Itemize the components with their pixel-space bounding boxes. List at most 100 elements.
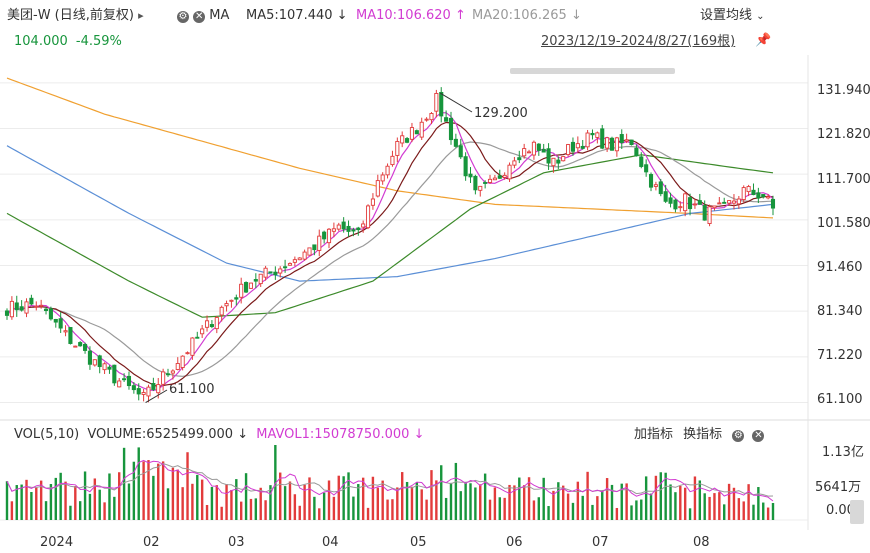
volume-bar <box>352 496 355 520</box>
gear-icon[interactable]: ⚙ <box>732 430 745 442</box>
volume-bar <box>405 481 409 520</box>
candle-body <box>34 305 39 308</box>
candle-body <box>556 159 561 164</box>
price-tick-1: 121.820 <box>817 127 870 142</box>
volume-bar <box>303 484 306 520</box>
candle-body <box>483 182 488 184</box>
volume-bar <box>64 481 67 520</box>
ma5-line <box>6 112 774 392</box>
candle-body <box>283 266 288 269</box>
volume-bar <box>630 505 633 520</box>
candle-body <box>717 202 722 205</box>
volume-bar <box>747 484 750 520</box>
pin-icon[interactable]: 📌 <box>755 33 772 48</box>
candle-body <box>673 199 678 210</box>
volume-bar <box>742 501 745 520</box>
candle-body <box>658 181 663 195</box>
price-tick-3: 101.580 <box>817 216 870 231</box>
candle-body <box>756 192 761 199</box>
volume-bar <box>547 506 550 520</box>
x-label-2024: 2024 <box>40 535 74 550</box>
candle-body <box>258 273 263 285</box>
low-arrow <box>145 389 168 403</box>
switch-indicator-button[interactable]: 换指标 <box>683 427 723 442</box>
candle-body <box>126 375 132 387</box>
volume-bar <box>5 481 9 520</box>
volume-bar <box>308 477 311 520</box>
candle-body <box>424 118 429 121</box>
ma20-line <box>6 141 774 377</box>
candle-body <box>648 174 654 188</box>
candle-body <box>312 244 317 251</box>
candle-body <box>87 350 92 365</box>
date-range[interactable]: 2023/12/19-2024/8/27(169根) <box>541 34 736 49</box>
volume-bar <box>127 483 131 520</box>
volume-bar <box>571 502 575 520</box>
volume-bar <box>337 475 340 520</box>
candle-body <box>395 141 400 156</box>
vol-label: VOL(5,10) <box>14 427 80 442</box>
volume-bar <box>142 461 145 520</box>
volume-bar <box>674 492 677 520</box>
ma20-readout: MA20:106.265 ↓ <box>472 8 582 23</box>
candle-body <box>380 174 385 182</box>
play-icon[interactable]: ▸ <box>138 9 144 22</box>
candle-body <box>229 299 234 302</box>
volume-bar <box>122 447 126 520</box>
volume-bar <box>10 501 14 520</box>
candle-body <box>351 229 356 232</box>
price-tick-6: 71.220 <box>817 348 863 363</box>
volume-bar <box>376 487 380 520</box>
candle-body <box>692 203 697 206</box>
candle-body <box>405 138 410 143</box>
close-icon[interactable]: ✕ <box>193 11 206 23</box>
volume-bar <box>669 484 672 520</box>
volume-bar <box>522 485 526 520</box>
volume-bar <box>464 482 467 520</box>
candle-body <box>39 304 44 307</box>
volume-bar <box>449 482 453 520</box>
candle-body <box>697 200 702 205</box>
candle-body <box>409 127 415 140</box>
volume-tick-1: 5641万 <box>815 480 862 495</box>
candle-body <box>634 147 639 157</box>
candle-body <box>614 137 619 152</box>
candle-body <box>209 324 214 328</box>
volume-bar <box>342 476 345 520</box>
candle-body <box>292 259 297 263</box>
candle-body <box>639 156 644 167</box>
candle-body <box>273 271 278 276</box>
add-indicator-button[interactable]: 加指标 <box>634 427 674 442</box>
volume-bar <box>664 472 667 520</box>
high-annotation: 129.200 <box>474 106 528 121</box>
candle-body <box>444 117 449 122</box>
volume-bar <box>586 471 589 520</box>
volume-bar <box>425 499 428 520</box>
volume-bar <box>654 475 658 520</box>
candle-body <box>731 200 737 204</box>
candle-body <box>175 363 180 370</box>
candle-body <box>629 139 634 146</box>
ma250-line <box>6 77 774 219</box>
gear-icon[interactable]: ⚙ <box>177 11 189 23</box>
candle-body <box>600 128 605 149</box>
volume-bar <box>625 483 628 520</box>
candle-body <box>414 130 419 135</box>
volume-bar <box>235 479 238 520</box>
volume-bar <box>552 490 555 520</box>
candle-body <box>517 157 522 161</box>
candle-body <box>770 198 776 209</box>
x-label-03: 03 <box>228 535 245 550</box>
volume-bar <box>532 500 536 520</box>
settings-ma-button[interactable]: 设置均线 ⌄ <box>700 8 765 23</box>
candle-body <box>702 205 707 221</box>
candle-body <box>507 164 512 180</box>
indicator-controls: 加指标 换指标 ⚙ ✕ <box>634 427 765 443</box>
candle-body <box>190 337 195 356</box>
close-icon[interactable]: ✕ <box>752 430 765 442</box>
ma-label: MA <box>209 8 230 23</box>
volume-bar <box>137 447 140 520</box>
scroll-thumb <box>850 500 864 524</box>
candle-body <box>688 197 693 210</box>
